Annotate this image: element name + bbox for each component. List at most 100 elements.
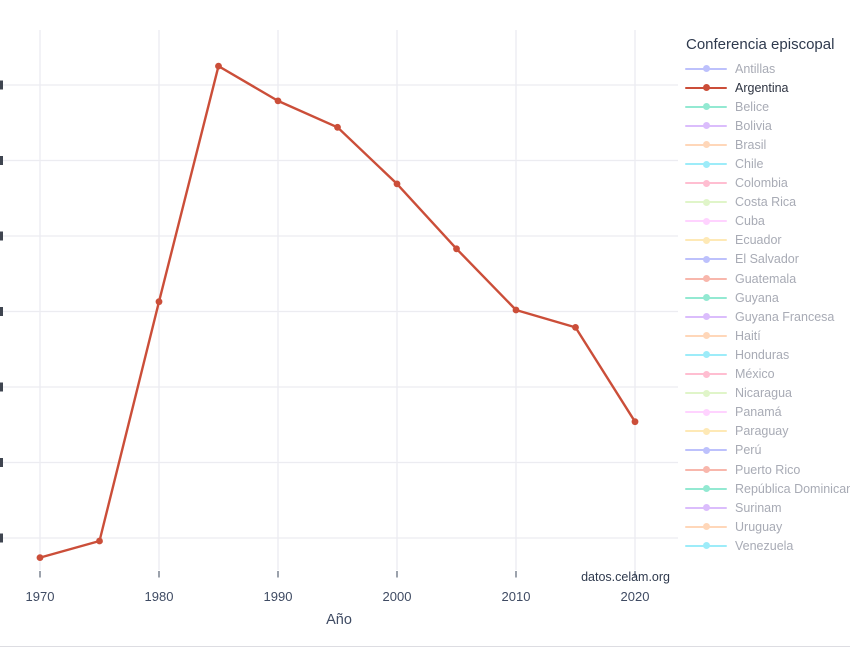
legend-item-antillas[interactable]: Antillas [685,59,850,78]
legend-item-label: Haití [735,328,761,343]
data-point-2015[interactable] [572,324,579,331]
data-point-2005[interactable] [453,245,460,253]
data-point-1970[interactable] [36,554,44,561]
x-axis-title: Año [326,612,352,628]
legend-item-surinam[interactable]: Surinam [685,498,850,517]
legend-item-label: Paraguay [735,424,789,439]
y-tick-label-fragment [0,382,3,392]
legend-line-marker-icon [685,64,727,73]
x-tick-label-2000: 2000 [382,589,412,604]
legend-line-marker-icon [685,446,727,455]
y-tick-label-fragment [0,533,3,543]
legend: Conferencia episcopal Antillas Argentina B… [685,36,850,555]
legend-item-paraguay[interactable]: Paraguay [685,422,850,441]
legend-item-label: Guyana Francesa [735,309,835,324]
legend-item-label: Brasil [735,137,767,152]
legend-item-list: Antillas Argentina Belice Bolivia Brasil Chil… [685,59,850,555]
y-tick-label-fragment [0,231,3,241]
legend-item-label: Bolivia [735,118,772,133]
data-point-1975[interactable] [96,537,103,545]
legend-item-label: Nicaragua [735,386,792,401]
legend-line-marker-icon [685,83,727,92]
legend-item-label: Costa Rica [735,195,797,210]
legend-item-label: Guatemala [735,271,797,286]
legend-item-bolivia[interactable]: Bolivia [685,116,850,135]
legend-item-label: Honduras [735,347,790,362]
legend-item-belice[interactable]: Belice [685,97,850,116]
data-point-1995[interactable] [334,123,341,131]
legend-item-label: Argentina [735,80,789,95]
source-annotation: datos.celam.org [581,570,670,584]
legend-line-marker-icon [685,331,727,340]
legend-line-marker-icon [685,179,727,188]
legend-item-label: El Salvador [735,252,799,267]
legend-line-marker-icon [685,389,727,398]
y-tick-label-fragment [0,458,3,467]
legend-item-argentina[interactable]: Argentina [685,78,850,97]
x-tick-label-2010: 2010 [501,589,531,604]
legend-line-marker-icon [685,350,727,359]
legend-item-costa-rica[interactable]: Costa Rica [685,193,850,212]
y-tick-label-fragment [0,156,3,165]
data-point-1990[interactable] [274,97,282,105]
legend-line-marker-icon [685,370,727,379]
legend-item-label: Venezuela [735,538,794,553]
legend-item-peru[interactable]: Perú [685,441,850,460]
legend-line-marker-icon [685,160,727,169]
legend-item-venezuela[interactable]: Venezuela [685,536,850,555]
x-tick-label-2020: 2020 [620,589,650,604]
legend-item-label: Panamá [735,405,782,420]
legend-item-guyana[interactable]: Guyana [685,288,850,307]
legend-item-label: Uruguay [735,519,783,534]
legend-item-guatemala[interactable]: Guatemala [685,269,850,288]
legend-item-nicaragua[interactable]: Nicaragua [685,384,850,403]
legend-item-cuba[interactable]: Cuba [685,212,850,231]
data-point-1985[interactable] [215,62,222,70]
legend-item-chile[interactable]: Chile [685,154,850,173]
legend-item-label: Ecuador [735,233,782,248]
legend-line-marker-icon [685,121,727,130]
legend-item-label: México [735,367,775,382]
gridlines [0,30,678,578]
legend-item-colombia[interactable]: Colombia [685,174,850,193]
legend-line-marker-icon [685,465,727,474]
data-point-2020[interactable] [631,418,639,426]
legend-line-marker-icon [685,198,727,207]
legend-item-label: Guyana [735,290,779,305]
legend-item-haiti[interactable]: Haití [685,326,850,345]
legend-item-label: República Dominicana [735,481,850,496]
legend-line-marker-icon [685,293,727,302]
legend-item-honduras[interactable]: Honduras [685,345,850,364]
legend-item-el-salvador[interactable]: El Salvador [685,250,850,269]
legend-line-marker-icon [685,102,727,111]
legend-item-label: Perú [735,443,762,458]
legend-line-marker-icon [685,503,727,512]
data-point-2000[interactable] [393,180,401,188]
legend-item-label: Chile [735,157,764,172]
legend-item-panama[interactable]: Panamá [685,403,850,422]
legend-item-uruguay[interactable]: Uruguay [685,517,850,536]
data-point-1980[interactable] [155,298,163,306]
x-tick-label-1980: 1980 [144,589,174,604]
legend-line-marker-icon [685,408,727,417]
legend-line-marker-icon [685,541,727,550]
legend-item-mexico[interactable]: México [685,365,850,384]
legend-item-republica-dominicana[interactable]: República Dominicana [685,479,850,498]
legend-title: Conferencia episcopal [686,36,835,53]
x-tick-label-1990: 1990 [263,589,293,604]
data-point-2010[interactable] [512,306,520,314]
legend-item-guyana-francesa[interactable]: Guyana Francesa [685,307,850,326]
legend-item-label: Puerto Rico [735,462,801,477]
legend-item-label: Cuba [735,214,765,229]
legend-item-brasil[interactable]: Brasil [685,135,850,154]
legend-line-marker-icon [685,255,727,264]
series-argentina [36,62,639,561]
legend-item-puerto-rico[interactable]: Puerto Rico [685,460,850,479]
legend-item-ecuador[interactable]: Ecuador [685,231,850,250]
legend-item-label: Colombia [735,176,788,191]
legend-line-marker-icon [685,427,727,436]
y-tick-label-fragment [0,307,3,316]
legend-line-marker-icon [685,484,727,493]
